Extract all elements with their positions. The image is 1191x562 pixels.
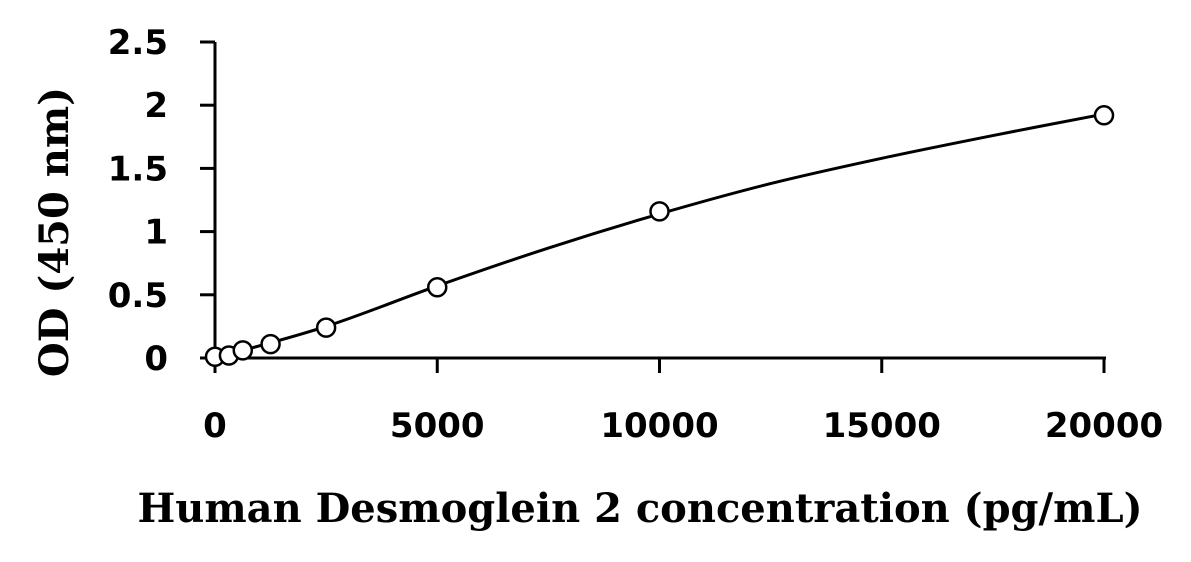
data-points (204, 105, 1115, 367)
x-tick-label: 10000 (600, 406, 718, 446)
y-axis-title: OD (450 nm) (31, 87, 78, 377)
data-point (232, 340, 254, 361)
axes (213, 42, 1106, 360)
y-tick-label: 0.5 (108, 276, 168, 316)
x-tick-label: 15000 (823, 406, 941, 446)
y-tick-label: 1 (144, 213, 168, 253)
x-tick-label: 20000 (1045, 406, 1163, 446)
data-point (649, 201, 670, 222)
fit-curve (214, 112, 1105, 360)
x-axis-ticks: 0 5000 10000 15000 20000 (203, 358, 1163, 446)
x-axis-title: Human Desmoglein 2 concentration (pg/mL) (137, 485, 1142, 532)
y-tick-label: 1.5 (108, 149, 168, 189)
y-tick-label: 2 (144, 86, 168, 126)
data-point (427, 276, 448, 298)
data-point (315, 317, 337, 338)
x-tick-label: 5000 (390, 406, 485, 446)
y-axis-ticks: 0 0.5 1 1.5 2 2.5 (108, 23, 215, 379)
y-tick-label: 2.5 (108, 23, 168, 63)
x-tick-label: 0 (203, 406, 227, 446)
data-point (1093, 105, 1115, 126)
data-point (260, 333, 281, 355)
y-tick-label: 0 (144, 339, 168, 379)
